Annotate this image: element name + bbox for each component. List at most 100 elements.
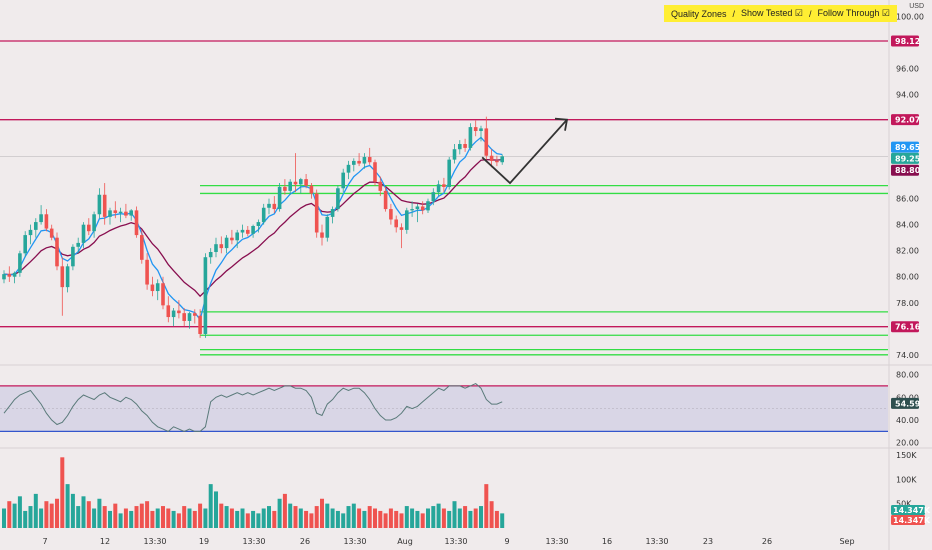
volume-bar [23,510,28,528]
candle-body [304,179,308,186]
volume-bar [415,510,420,528]
volume-bar [39,508,44,528]
volume-bar [394,510,399,528]
candle-body [325,216,330,238]
price-axis-label-text: 89.25 [895,154,921,163]
time-tick-label: 19 [199,537,209,546]
candle-body [214,244,218,253]
candle-body [124,211,128,216]
volume-bar [373,508,377,528]
candle-body [267,203,271,208]
volume-bar [378,510,383,528]
time-tick-label: 13:30 [444,537,467,546]
volume-bar [214,491,218,528]
price-tick-label: 96.00 [896,65,919,74]
volume-bar [288,503,293,528]
volume-bar [298,508,303,528]
volume-bar [404,506,409,528]
volume-bar [447,510,452,528]
volume-bar [187,508,192,528]
candle-body [171,310,176,318]
price-tick-label: 84.00 [896,221,919,230]
time-tick-label: 26 [762,537,772,546]
volume-bar [171,510,176,528]
volume-bar [118,513,123,528]
volume-bar [60,457,65,528]
indicator-toolbar[interactable]: Quality Zones / Show Tested ☑ / Follow T… [664,5,897,22]
candle-body [479,128,483,132]
toolbar-separator: / [732,8,736,19]
volume-bar [229,508,234,528]
candle-body [352,160,356,165]
candle-body [65,266,70,288]
candle-body [108,210,112,217]
volume-bar [463,506,468,528]
volume-bar [436,503,441,528]
candle-body [320,232,324,238]
volume-bar [219,503,224,528]
candle-body [357,160,361,164]
candle-body [71,246,75,267]
candle-body [261,207,266,223]
candle-body [23,235,27,254]
candle-body [28,229,33,236]
volume-bar [388,508,393,528]
candle-body [219,244,224,249]
currency-label: USD [909,3,924,10]
rsi-value-label [891,397,919,409]
candle-body [240,229,245,233]
volume-bar [86,501,91,528]
volume-bar [256,513,261,528]
candle-body [367,157,372,163]
candle-body [118,211,123,213]
quality-zones-label[interactable]: Quality Zones [671,8,727,19]
volume-bar [55,498,59,528]
candle-body [394,219,398,228]
volume-tick-label: 150K [896,451,917,460]
candle-body [145,259,149,285]
candle-body [39,214,43,223]
volume-bar [2,508,6,528]
candle-body [198,315,202,334]
time-tick-label: 13:30 [143,537,166,546]
candle-body [81,224,86,243]
rsi-tick-label: 20.00 [896,439,919,448]
volume-bar [410,508,415,528]
candle-body [2,274,6,280]
candle-body [161,283,165,306]
candle-body [235,232,239,241]
rsi-tick-label: 80.00 [896,371,919,380]
rsi-tick-label: 60.00 [896,393,919,402]
candle-body [34,222,38,230]
volume-bar [12,503,17,528]
candle-body [473,127,478,132]
candle-body [341,172,345,189]
volume-tick-label: 100K [896,475,917,484]
candle-body [92,214,96,232]
price-axis-label [891,114,919,126]
volume-bar [500,513,505,528]
candle-body [134,210,139,236]
candle-body [495,160,499,163]
projection-arrow [481,119,568,185]
show-tested-toggle[interactable]: Show Tested ☑ [741,8,803,18]
candle-body [76,242,80,247]
candle-body [458,144,462,150]
volume-bar [346,506,351,528]
time-tick-label: 13:30 [343,537,366,546]
volume-bar [314,506,319,528]
volume-bar [468,510,473,528]
follow-through-toggle[interactable]: Follow Through ☑ [817,8,890,18]
candle-body [272,203,277,210]
time-tick-label: 13:30 [645,537,668,546]
volume-bar [129,510,134,528]
candle-body [87,224,91,232]
price-axis-label [891,152,919,164]
volume-bar [49,503,54,528]
candle-body [7,274,12,277]
volume-bar [335,510,340,528]
candle-body [415,206,420,210]
volume-bar [362,510,367,528]
